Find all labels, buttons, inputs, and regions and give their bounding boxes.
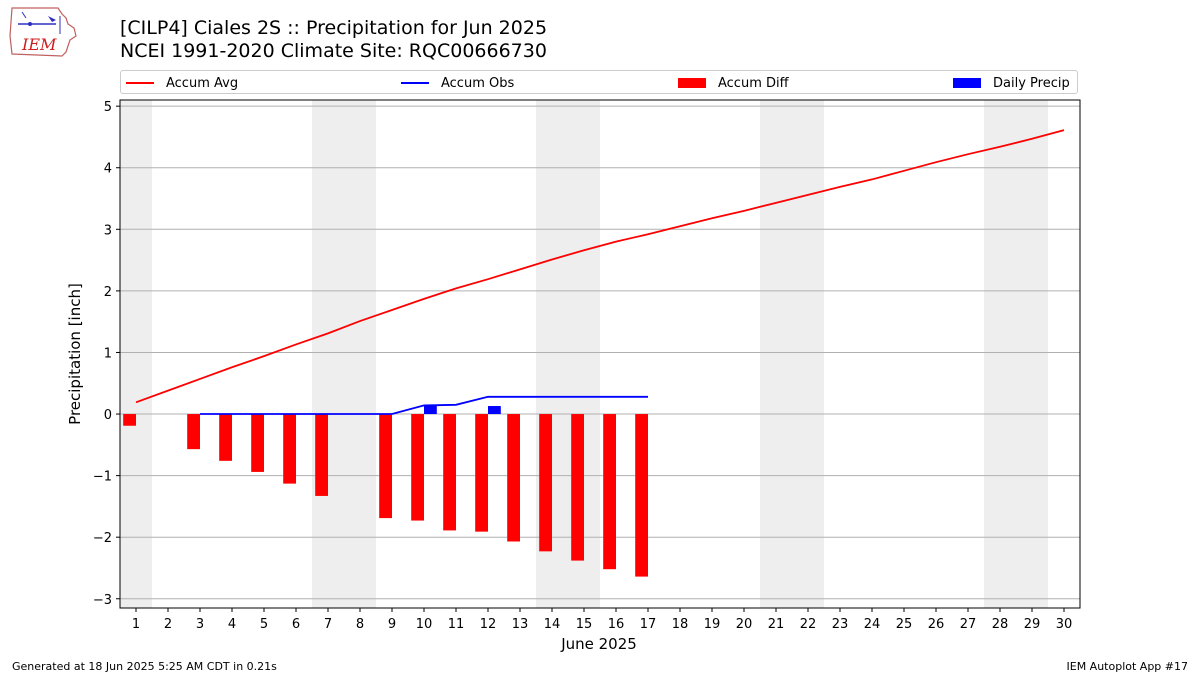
xtick-label-7: 8 bbox=[356, 617, 364, 632]
plot-border bbox=[119, 99, 1081, 609]
ytick-label-0: −3 bbox=[93, 593, 112, 608]
xtick-label-3: 4 bbox=[228, 617, 236, 632]
xtick-label-22: 23 bbox=[832, 617, 849, 632]
xtick-label-17: 18 bbox=[672, 617, 689, 632]
xtick-label-1: 2 bbox=[164, 617, 172, 632]
ytick-label-4: 1 bbox=[104, 346, 112, 361]
xtick-label-19: 20 bbox=[736, 617, 753, 632]
diff-bar-day-14 bbox=[539, 414, 552, 552]
xtick-label-28: 29 bbox=[1024, 617, 1041, 632]
legend-swatch-accum-avg bbox=[126, 82, 154, 84]
xtick-label-12: 13 bbox=[512, 617, 529, 632]
xtick-label-21: 22 bbox=[800, 617, 817, 632]
daily-bar-day-12 bbox=[488, 406, 501, 415]
weekend-band-8 bbox=[344, 100, 376, 608]
legend-label-accum-obs: Accum Obs bbox=[441, 75, 515, 91]
legend-item-accum-obs: Accum Obs bbox=[401, 75, 514, 91]
weekend-band-29 bbox=[1016, 100, 1048, 608]
accum-avg-line bbox=[135, 129, 1065, 404]
daily-bar-day-10 bbox=[424, 405, 437, 415]
bars bbox=[123, 405, 648, 577]
legend-item-accum-avg: Accum Avg bbox=[126, 75, 238, 91]
xtick-label-11: 12 bbox=[480, 617, 497, 632]
legend-swatch-accum-diff bbox=[678, 78, 706, 88]
diff-bar-day-4 bbox=[219, 414, 232, 461]
plot-frame bbox=[119, 99, 1081, 609]
diff-bar-day-7 bbox=[315, 414, 328, 496]
legend-item-accum-diff: Accum Diff bbox=[678, 75, 789, 91]
xtick-label-29: 30 bbox=[1056, 617, 1073, 632]
legend-label-accum-diff: Accum Diff bbox=[718, 75, 789, 91]
xtick-label-0: 1 bbox=[132, 617, 140, 632]
series-lines bbox=[135, 129, 1065, 415]
weekend-band-7 bbox=[312, 100, 344, 608]
xtick-label-13: 14 bbox=[544, 617, 561, 632]
weekend-band-28 bbox=[984, 100, 1016, 608]
x-axis-label: June 2025 bbox=[560, 635, 637, 653]
legend-item-daily-precip: Daily Precip bbox=[953, 75, 1070, 91]
xtick-label-26: 27 bbox=[960, 617, 977, 632]
weekend-bands bbox=[120, 100, 1048, 608]
diff-bar-day-5 bbox=[251, 414, 264, 472]
weekend-band-22 bbox=[792, 100, 824, 608]
ytick-label-8: 5 bbox=[104, 100, 112, 115]
legend-swatch-accum-obs bbox=[401, 82, 429, 84]
diff-bar-day-1 bbox=[123, 414, 136, 426]
xtick-label-6: 7 bbox=[324, 617, 332, 632]
xtick-label-23: 24 bbox=[864, 617, 881, 632]
diff-bar-day-10 bbox=[411, 414, 424, 521]
ytick-label-5: 2 bbox=[104, 285, 112, 300]
ytick-label-1: −2 bbox=[93, 531, 112, 546]
xtick-label-8: 9 bbox=[388, 617, 396, 632]
diff-bar-day-12 bbox=[475, 414, 488, 532]
xtick-label-20: 21 bbox=[768, 617, 785, 632]
legend-swatch-daily-precip bbox=[953, 78, 981, 88]
y-axis-label: Precipitation [inch] bbox=[66, 283, 84, 425]
diff-bar-day-17 bbox=[635, 414, 648, 577]
ytick-label-6: 3 bbox=[104, 223, 112, 238]
xtick-label-25: 26 bbox=[928, 617, 945, 632]
logo-text: IEM bbox=[21, 35, 57, 54]
xtick-label-10: 11 bbox=[448, 617, 465, 632]
diff-bar-day-15 bbox=[571, 414, 584, 561]
app-id: IEM Autoplot App #17 bbox=[1066, 660, 1189, 673]
xtick-label-5: 6 bbox=[292, 617, 300, 632]
generated-timestamp: Generated at 18 Jun 2025 5:25 AM CDT in … bbox=[12, 660, 277, 673]
diff-bar-day-3 bbox=[187, 414, 200, 450]
diff-bar-day-6 bbox=[283, 414, 296, 484]
weekend-band-21 bbox=[760, 100, 792, 608]
weekend-band-1 bbox=[120, 100, 152, 608]
ytick-label-2: −1 bbox=[93, 470, 112, 485]
chart-subtitle: NCEI 1991-2020 Climate Site: RQC00666730 bbox=[120, 40, 547, 62]
legend: Accum Avg Accum Obs Accum Diff Daily Pre… bbox=[120, 70, 1078, 94]
diff-bar-day-13 bbox=[507, 414, 520, 542]
y-gridlines bbox=[120, 105, 1080, 600]
xtick-label-27: 28 bbox=[992, 617, 1009, 632]
xtick-label-14: 15 bbox=[576, 617, 593, 632]
xtick-label-16: 17 bbox=[640, 617, 657, 632]
diff-bar-day-9 bbox=[379, 414, 392, 519]
xtick-label-18: 19 bbox=[704, 617, 721, 632]
xtick-label-2: 3 bbox=[196, 617, 204, 632]
xtick-label-15: 16 bbox=[608, 617, 625, 632]
xtick-label-24: 25 bbox=[896, 617, 913, 632]
iem-logo: IEM bbox=[9, 7, 77, 57]
diff-bar-day-11 bbox=[443, 414, 456, 531]
chart-title: [CILP4] Ciales 2S :: Precipitation for J… bbox=[120, 17, 548, 39]
ytick-label-3: 0 bbox=[104, 408, 112, 423]
legend-label-accum-avg: Accum Avg bbox=[166, 75, 239, 91]
xtick-label-4: 5 bbox=[260, 617, 268, 632]
ytick-label-7: 4 bbox=[104, 162, 112, 177]
diff-bar-day-16 bbox=[603, 414, 616, 570]
accum-obs-line bbox=[200, 395, 648, 415]
xtick-label-9: 10 bbox=[416, 617, 433, 632]
legend-label-daily-precip: Daily Precip bbox=[993, 75, 1070, 91]
